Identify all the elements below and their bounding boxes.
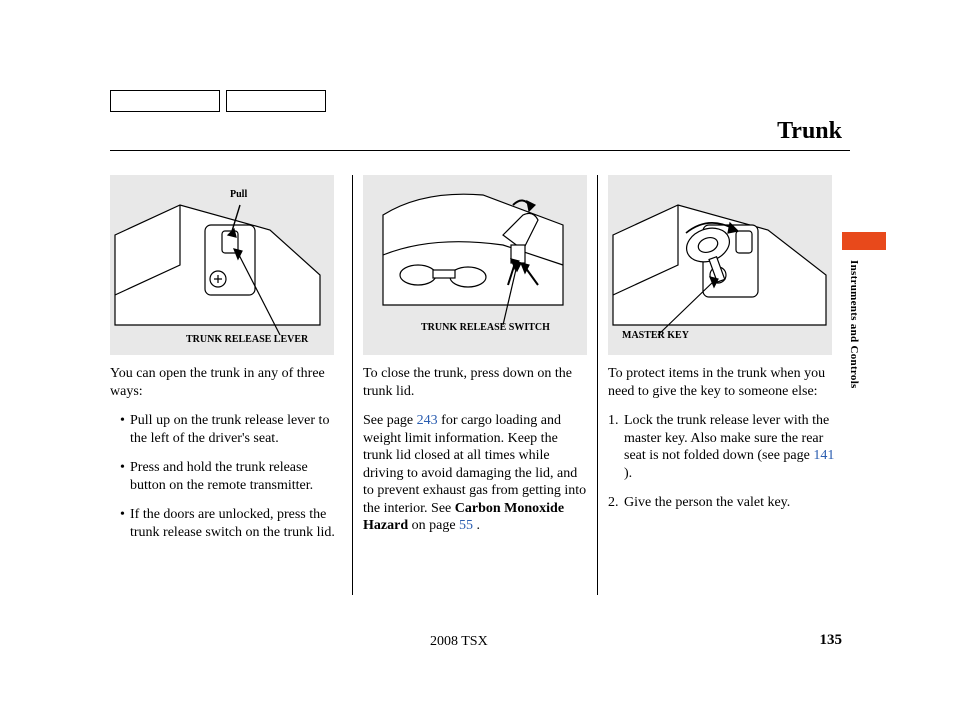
col2-p2-d: . (473, 518, 480, 533)
col1-bullet-3: If the doors are unlocked, press the tru… (120, 506, 342, 541)
column-3: MASTER KEY To protect items in the trunk… (600, 175, 840, 595)
figure-master-key: MASTER KEY (608, 175, 832, 355)
col3-item1-b: ). (624, 466, 632, 481)
col3-item2-text: Give the person the valet key. (624, 495, 790, 510)
page-title: Trunk (777, 118, 842, 145)
figure-trunk-release-lever: Pull TRUNK RELEASE LEVER (110, 175, 334, 355)
col3-item1-a: Lock the trunk release lever with the ma… (624, 413, 829, 463)
col3-item-1: 1. Lock the trunk release lever with the… (608, 412, 840, 482)
col1-bullet-1: Pull up on the trunk release lever to th… (120, 412, 342, 447)
list-number-2: 2. (608, 494, 619, 512)
col2-p2-c: on page (408, 518, 459, 533)
column-1: Pull TRUNK RELEASE LEVER You can open th… (110, 175, 350, 595)
list-number-1: 1. (608, 412, 619, 430)
page-link-141[interactable]: 141 (813, 448, 834, 463)
column-separator-1 (352, 175, 353, 595)
figure-trunk-release-switch: TRUNK RELEASE SWITCH (363, 175, 587, 355)
column-separator-2 (597, 175, 598, 595)
col3-intro: To protect items in the trunk when you n… (608, 365, 840, 400)
title-rule (110, 150, 850, 151)
nav-box-2[interactable] (226, 90, 326, 112)
trunk-lever-illustration (110, 175, 334, 355)
col3-item-2: 2. Give the person the valet key. (608, 494, 840, 512)
page-link-243[interactable]: 243 (417, 413, 438, 428)
col1-bullet-2: Press and hold the trunk release button … (120, 459, 342, 494)
page-number: 135 (820, 632, 843, 649)
figure-caption-1: TRUNK RELEASE LEVER (186, 334, 308, 345)
figure-caption-2: TRUNK RELEASE SWITCH (421, 322, 550, 333)
col2-p2-a: See page (363, 413, 417, 428)
column-2: TRUNK RELEASE SWITCH To close the trunk,… (355, 175, 595, 595)
col2-p2: See page 243 for cargo loading and weigh… (363, 412, 587, 535)
content-columns: Pull TRUNK RELEASE LEVER You can open th… (110, 175, 850, 595)
master-key-illustration (608, 175, 832, 355)
figure-caption-3: MASTER KEY (622, 330, 689, 341)
col2-p1: To close the trunk, press down on the tr… (363, 365, 587, 400)
page-link-55[interactable]: 55 (459, 518, 473, 533)
figure-label-pull: Pull (230, 189, 247, 200)
footer-model-year: 2008 TSX (430, 634, 488, 650)
col1-intro: You can open the trunk in any of three w… (110, 365, 342, 400)
col3-numbered-list: 1. Lock the trunk release lever with the… (608, 412, 840, 512)
col1-bullet-list: Pull up on the trunk release lever to th… (110, 412, 342, 541)
nav-box-1[interactable] (110, 90, 220, 112)
header-nav-boxes (110, 90, 326, 112)
